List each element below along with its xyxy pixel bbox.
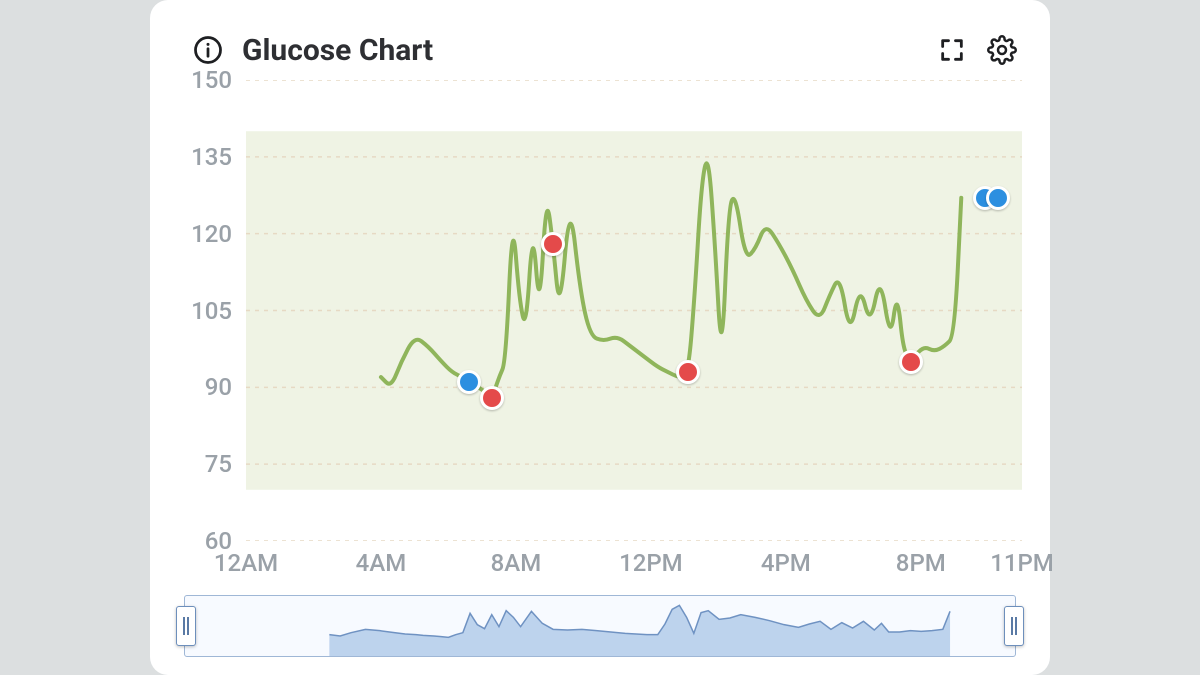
glucose-card: Glucose Chart 607590105120135150 12AM4AM… — [150, 0, 1050, 675]
y-tick-label: 150 — [191, 66, 232, 94]
x-tick-label: 8PM — [896, 549, 946, 577]
info-icon[interactable] — [188, 30, 228, 70]
fullscreen-icon[interactable] — [932, 30, 972, 70]
glucose-marker[interactable] — [986, 186, 1010, 210]
y-tick-label: 90 — [205, 373, 232, 401]
glucose-marker[interactable] — [457, 370, 481, 394]
x-axis: 12AM4AM8AM12PM4PM8PM11PM — [246, 545, 1022, 585]
y-axis: 607590105120135150 — [178, 80, 242, 541]
time-range-scrubber[interactable] — [184, 595, 1016, 657]
x-tick-label: 4PM — [761, 549, 811, 577]
plot-area[interactable] — [246, 80, 1022, 541]
x-tick-label: 11PM — [990, 549, 1054, 577]
x-tick-label: 8AM — [491, 549, 542, 577]
glucose-marker[interactable] — [541, 232, 565, 256]
card-header: Glucose Chart — [178, 28, 1022, 72]
range-handle-right[interactable] — [1004, 606, 1024, 646]
x-tick-label: 12AM — [214, 549, 278, 577]
y-tick-label: 105 — [191, 297, 232, 325]
y-tick-label: 120 — [191, 220, 232, 248]
x-tick-label: 12PM — [619, 549, 683, 577]
y-tick-label: 135 — [191, 143, 232, 171]
range-handle-left[interactable] — [176, 606, 196, 646]
y-tick-label: 75 — [205, 450, 232, 478]
card-title: Glucose Chart — [242, 33, 433, 68]
gear-icon[interactable] — [982, 30, 1022, 70]
glucose-marker[interactable] — [480, 386, 504, 410]
glucose-marker[interactable] — [899, 350, 923, 374]
x-tick-label: 4AM — [356, 549, 407, 577]
glucose-chart: 607590105120135150 12AM4AM8AM12PM4PM8PM1… — [178, 80, 1022, 585]
glucose-marker[interactable] — [676, 360, 700, 384]
